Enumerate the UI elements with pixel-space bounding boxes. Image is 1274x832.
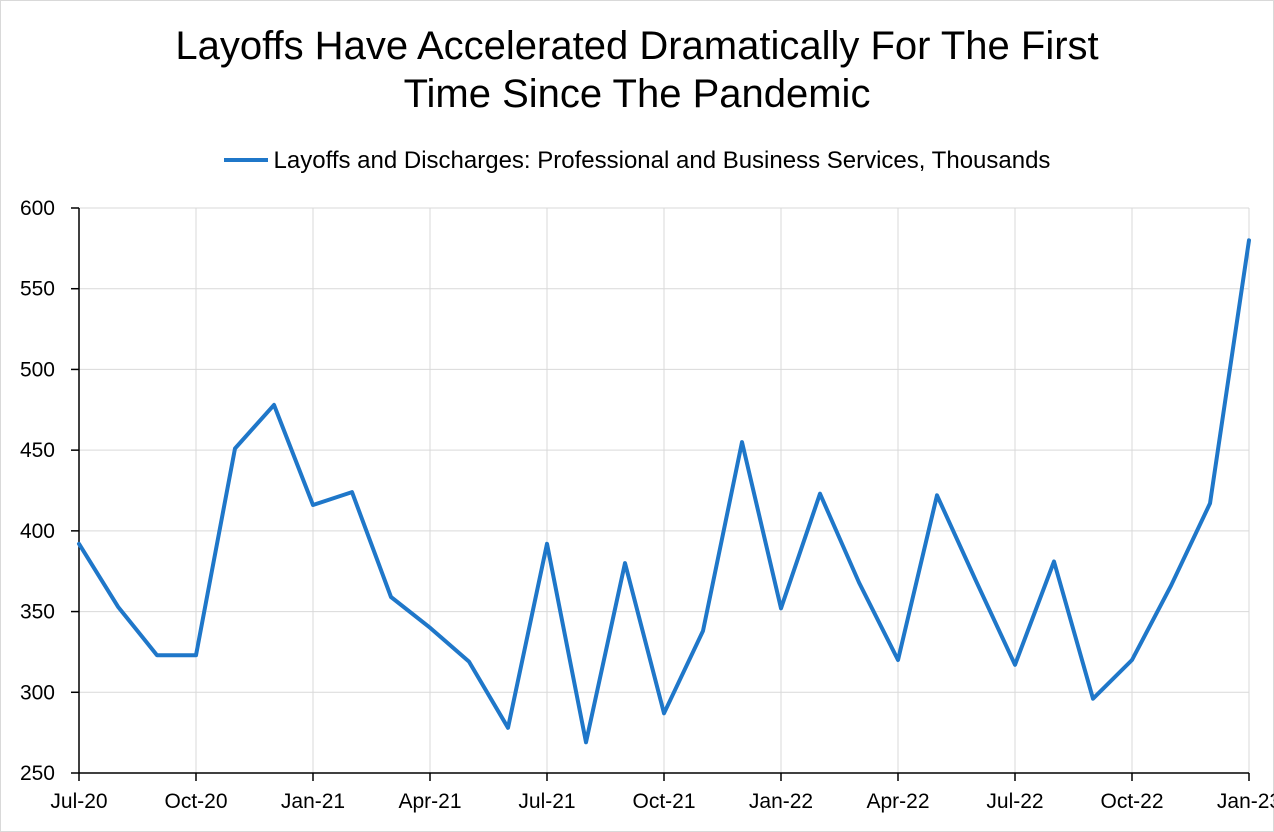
- legend-label: Layoffs and Discharges: Professional and…: [273, 147, 1051, 174]
- y-tick-label: 550: [20, 278, 55, 301]
- x-tick-label: Jan-21: [281, 790, 345, 813]
- y-tick-label: 250: [20, 762, 55, 785]
- x-tick-label: Apr-22: [866, 790, 929, 813]
- y-tick-label: 400: [20, 520, 55, 543]
- chart-title-line-2: Time Since The Pandemic: [403, 72, 871, 116]
- chart-title-line-1: Layoffs Have Accelerated Dramatically Fo…: [175, 24, 1099, 68]
- y-tick-label: 500: [20, 358, 55, 381]
- x-tick-label: Jul-22: [986, 790, 1043, 813]
- legend-swatch: [223, 157, 268, 162]
- chart-legend: Layoffs and Discharges: Professional and…: [0, 146, 1274, 176]
- y-tick-label: 600: [20, 197, 55, 220]
- x-tick-label: Jan-23: [1217, 790, 1274, 813]
- x-tick-label: Jul-21: [518, 790, 575, 813]
- y-tick-label: 450: [20, 439, 55, 462]
- x-tick-label: Apr-21: [398, 790, 461, 813]
- chart-title: Layoffs Have Accelerated Dramatically Fo…: [0, 22, 1274, 118]
- x-tick-label: Jul-20: [50, 790, 107, 813]
- series-line-layoffs: [77, 238, 1251, 745]
- x-tick-label: Oct-21: [632, 790, 695, 813]
- y-tick-label: 350: [20, 601, 55, 624]
- x-tick-label: Oct-22: [1100, 790, 1163, 813]
- x-tick-label: Oct-20: [164, 790, 227, 813]
- y-tick-label: 300: [20, 681, 55, 704]
- x-tick-label: Jan-22: [749, 790, 813, 813]
